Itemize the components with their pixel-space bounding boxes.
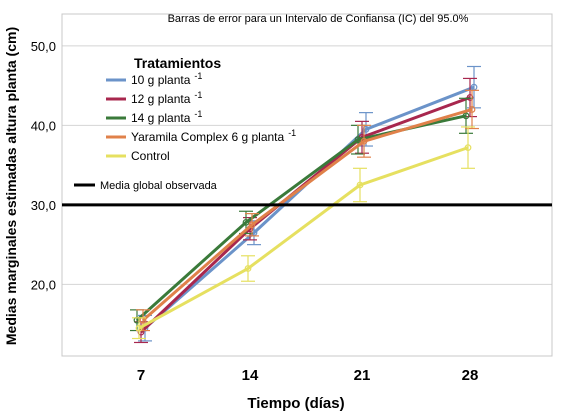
series-layer — [130, 65, 481, 344]
legend-item: 12 g planta -1 — [106, 90, 202, 106]
legend: Tratamientos 10 g planta -112 g planta -11… — [74, 55, 296, 187]
x-axis-label: Tiempo (días) — [247, 395, 344, 412]
legend-label: Control — [131, 149, 170, 163]
x-tick-label: 14 — [242, 367, 259, 384]
x-tick-labels: 7 14 21 28 — [137, 367, 479, 384]
data-point — [242, 218, 250, 226]
series-4 — [136, 89, 479, 332]
legend-superscript: -1 — [288, 128, 296, 138]
series-line — [142, 108, 473, 322]
y-tick-label: 30,0 — [31, 198, 56, 213]
legend-item: 10 g planta -1 — [106, 71, 202, 87]
data-point — [362, 125, 370, 133]
grid-layer — [62, 45, 552, 285]
plot-frame — [61, 13, 553, 357]
legend-superscript: -1 — [194, 90, 202, 100]
data-point — [462, 112, 470, 120]
x-tick-label: 28 — [462, 367, 479, 384]
legend-superscript: -1 — [194, 71, 202, 81]
data-point — [464, 144, 472, 152]
legend-label: 14 g planta -1 — [131, 109, 202, 125]
x-tick-label: 21 — [354, 367, 371, 384]
series-5 — [132, 126, 475, 340]
legend-item: Control — [106, 149, 170, 163]
reference-line-label: Media global observada — [100, 180, 218, 192]
y-tick-labels: 20,0 30,0 40,0 50,0 — [31, 39, 56, 293]
error-bar — [465, 89, 479, 130]
legend-label: 12 g planta -1 — [131, 90, 202, 106]
y-tick-label: 50,0 — [31, 39, 56, 54]
data-point — [354, 136, 362, 144]
data-point — [356, 181, 364, 189]
legend-items: 10 g planta -1 12 g planta -1 14 g planta -1 Y… — [74, 71, 296, 187]
y-tick-label: 20,0 — [31, 277, 56, 292]
legend-title: Tratamientos — [134, 55, 221, 71]
x-tick-label: 7 — [137, 367, 145, 384]
data-point — [135, 324, 143, 332]
legend-label: Yaramila Complex 6 g planta -1 — [131, 128, 296, 144]
data-point — [360, 137, 368, 145]
data-point — [248, 221, 256, 229]
data-point — [466, 94, 474, 101]
y-axis-label: Medias marginales estimadas altura plant… — [3, 27, 19, 345]
series-line — [138, 146, 469, 330]
legend-item: Yaramila Complex 6 g planta -1 — [106, 128, 296, 144]
y-tick-label: 40,0 — [31, 118, 56, 133]
legend-item: 14 g planta -1 — [106, 109, 202, 125]
data-point — [468, 106, 476, 113]
chart-title: Barras de error para un Intervalo de Con… — [168, 13, 469, 25]
legend-superscript: -1 — [194, 109, 202, 119]
legend-label: 10 g planta -1 — [131, 71, 202, 87]
data-point — [244, 265, 252, 272]
